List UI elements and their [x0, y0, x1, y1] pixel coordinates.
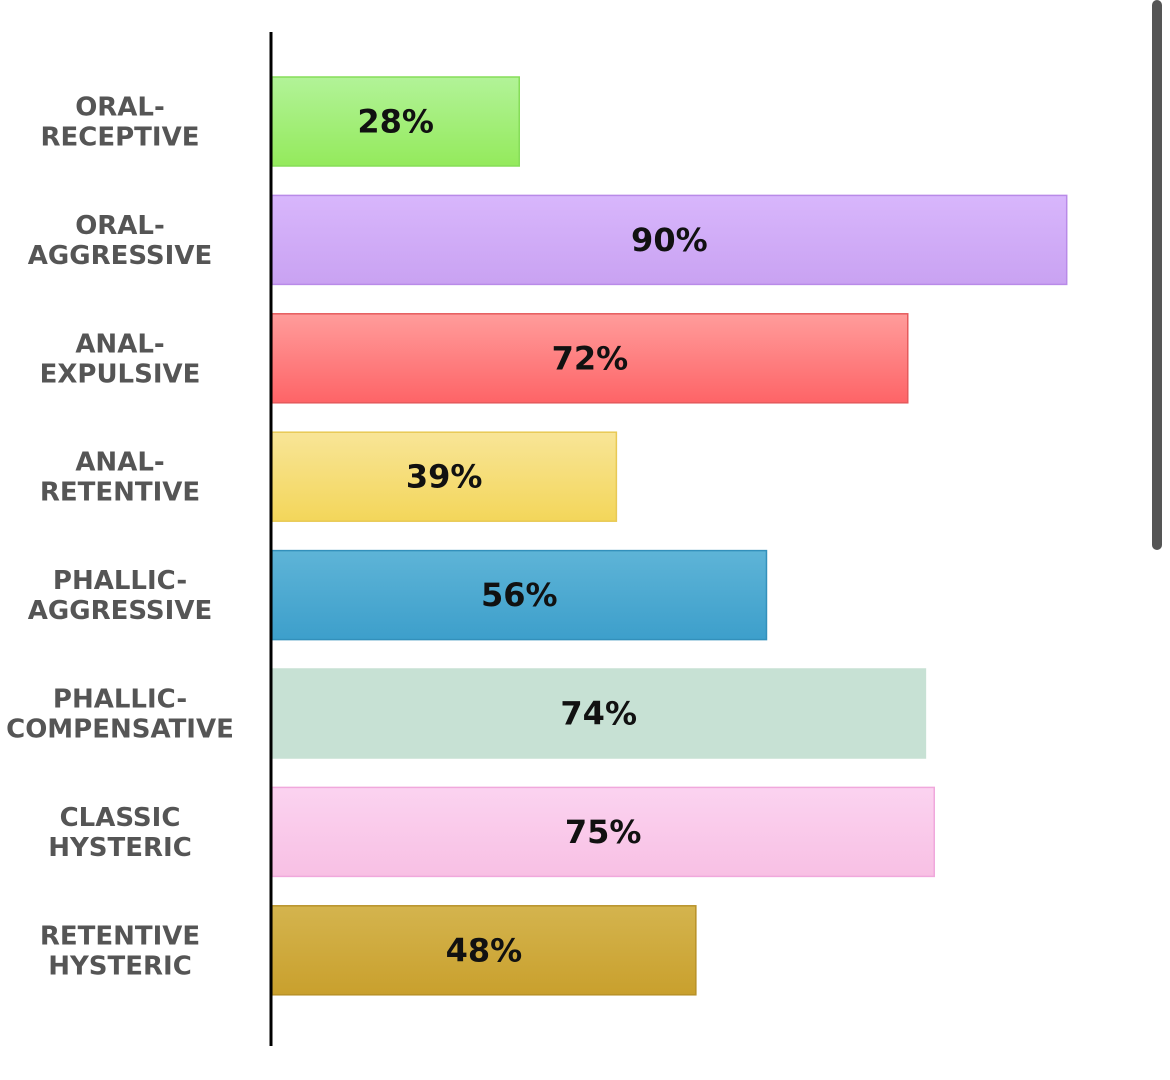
category-label-1-line-1: AGGRESSIVE — [28, 241, 212, 271]
bar-6 — [271, 786, 935, 878]
category-label-7-line-1: HYSTERIC — [48, 951, 192, 981]
value-label-7: 48% — [446, 931, 523, 969]
category-labels: ORAL-RECEPTIVEORAL-AGGRESSIVEANAL-EXPULS… — [6, 93, 234, 982]
category-label-2-line-1: EXPULSIVE — [40, 359, 201, 389]
value-label-4: 56% — [481, 576, 558, 614]
bar-4 — [271, 549, 768, 641]
category-label-0: ORAL-RECEPTIVE — [41, 93, 200, 153]
category-label-6-line-0: CLASSIC — [60, 803, 181, 833]
category-label-3-line-1: RETENTIVE — [40, 478, 200, 508]
category-label-7-line-0: RETENTIVE — [40, 921, 200, 951]
bar-0 — [271, 76, 520, 167]
category-label-4-line-0: PHALLIC- — [53, 566, 187, 596]
value-label-3: 39% — [406, 458, 483, 496]
category-label-3: ANAL-RETENTIVE — [40, 448, 200, 508]
bar-3 — [271, 431, 618, 522]
value-label-2: 72% — [552, 339, 629, 377]
category-label-4-line-1: AGGRESSIVE — [28, 596, 212, 626]
category-label-1-line-0: ORAL- — [75, 211, 165, 241]
value-label-0: 28% — [357, 103, 434, 141]
value-label-5: 74% — [560, 695, 637, 733]
scrollbar-thumb[interactable] — [1152, 0, 1162, 550]
category-label-1: ORAL-AGGRESSIVE — [28, 211, 212, 271]
value-labels: 28% 90% 72% 39% 56% 74% 75% 48% — [357, 103, 707, 970]
bars-group — [271, 76, 1068, 996]
category-label-4: PHALLIC-AGGRESSIVE — [28, 566, 212, 626]
category-label-5: PHALLIC-COMPENSATIVE — [6, 685, 234, 745]
category-label-5-line-1: COMPENSATIVE — [6, 715, 234, 745]
category-label-3-line-0: ANAL- — [75, 448, 164, 478]
category-label-2: ANAL-EXPULSIVE — [40, 329, 201, 389]
category-label-7: RETENTIVE HYSTERIC — [40, 921, 200, 981]
category-label-6-line-1: HYSTERIC — [48, 833, 192, 863]
bar-1 — [271, 194, 1068, 286]
category-label-5-line-0: PHALLIC- — [53, 685, 187, 715]
category-label-0-line-1: RECEPTIVE — [41, 123, 200, 153]
value-label-6: 75% — [565, 813, 642, 851]
bar-2 — [271, 313, 909, 404]
value-label-1: 90% — [631, 221, 708, 259]
category-label-0-line-0: ORAL- — [75, 93, 165, 123]
category-label-6: CLASSIC HYSTERIC — [48, 803, 192, 863]
bar-5 — [271, 668, 927, 759]
category-label-2-line-0: ANAL- — [75, 329, 164, 359]
